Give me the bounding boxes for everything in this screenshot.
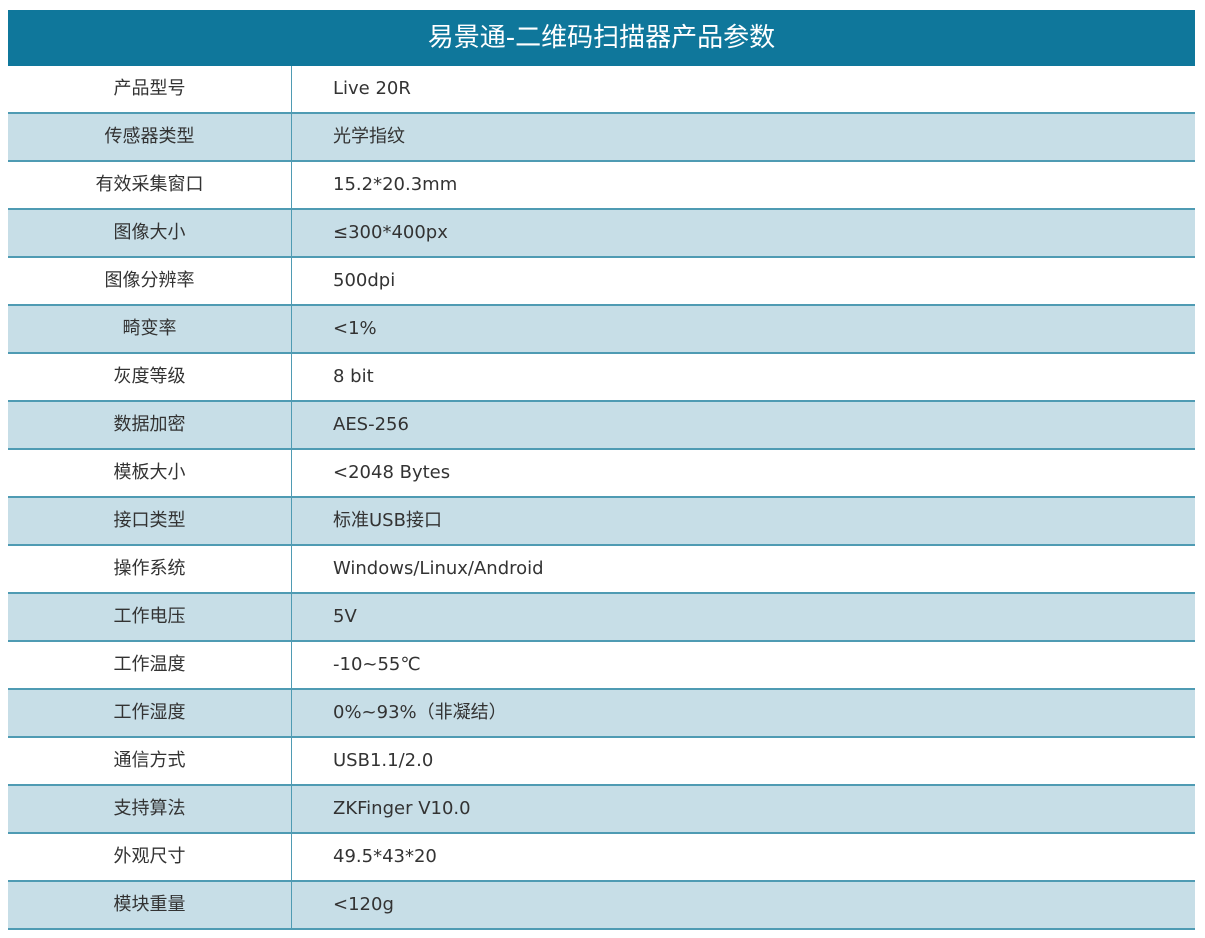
- param-value: ≤300*400px: [333, 222, 448, 243]
- table-row: 模块重量 <120g: [8, 882, 1195, 930]
- param-name: 产品型号: [8, 66, 292, 112]
- table-row: 工作湿度 0%~93%（非凝结）: [8, 690, 1195, 738]
- table-body: 产品型号 Live 20R 传感器类型 光学指纹有效采集窗口 15.2*20.3mm 图像…: [8, 66, 1195, 930]
- param-value: ZKFinger V10.0: [333, 798, 471, 819]
- table-row: 外观尺寸 49.5*43*20: [8, 834, 1195, 882]
- table-row: 模板大小 <2048 Bytes: [8, 450, 1195, 498]
- param-name: 传感器类型: [8, 114, 292, 160]
- param-name: 数据加密: [8, 402, 292, 448]
- param-name: 工作电压: [8, 594, 292, 640]
- param-value: Windows/Linux/Android: [333, 558, 544, 579]
- param-name: 工作温度: [8, 642, 292, 688]
- param-name: 外观尺寸: [8, 834, 292, 880]
- param-name: 灰度等级: [8, 354, 292, 400]
- param-name: 模块重量: [8, 882, 292, 928]
- param-value: <2048 Bytes: [333, 462, 451, 483]
- table-row: 产品型号 Live 20R: [8, 66, 1195, 114]
- param-value: 标准USB接口: [333, 510, 442, 531]
- table-row: 工作温度 -10~55℃: [8, 642, 1195, 690]
- param-name: 图像大小: [8, 210, 292, 256]
- param-name: 有效采集窗口: [8, 162, 292, 208]
- table-title: 易景通-二维码扫描器产品参数: [8, 10, 1195, 66]
- table-row: 工作电压 5V: [8, 594, 1195, 642]
- table-row: 传感器类型 光学指纹: [8, 114, 1195, 162]
- param-name: 支持算法: [8, 786, 292, 832]
- table-row: 图像分辨率 500dpi: [8, 258, 1195, 306]
- param-value: <120g: [333, 894, 394, 915]
- param-value: 光学指纹: [333, 126, 405, 147]
- param-value: AES-256: [333, 414, 409, 435]
- param-name: 通信方式: [8, 738, 292, 784]
- param-name: 图像分辨率: [8, 258, 292, 304]
- table-row: 畸变率 <1%: [8, 306, 1195, 354]
- table-row: 操作系统 Windows/Linux/Android: [8, 546, 1195, 594]
- param-value: 500dpi: [333, 270, 396, 291]
- param-value: 8 bit: [333, 366, 374, 387]
- param-value: USB1.1/2.0: [333, 750, 434, 771]
- table-row: 灰度等级 8 bit: [8, 354, 1195, 402]
- param-value: 15.2*20.3mm: [333, 174, 458, 195]
- param-value: -10~55℃: [333, 654, 421, 675]
- param-value: Live 20R: [333, 78, 411, 99]
- table-row: 有效采集窗口 15.2*20.3mm: [8, 162, 1195, 210]
- param-value: <1%: [333, 318, 377, 339]
- table-row: 支持算法 ZKFinger V10.0: [8, 786, 1195, 834]
- table-row: 通信方式 USB1.1/2.0: [8, 738, 1195, 786]
- param-name: 模板大小: [8, 450, 292, 496]
- param-name: 接口类型: [8, 498, 292, 544]
- param-value: 5V: [333, 606, 357, 627]
- param-value: 49.5*43*20: [333, 846, 437, 867]
- param-name: 畸变率: [8, 306, 292, 352]
- table-row: 图像大小 ≤300*400px: [8, 210, 1195, 258]
- param-name: 操作系统: [8, 546, 292, 592]
- table-row: 接口类型 标准USB接口: [8, 498, 1195, 546]
- table-row: 数据加密 AES-256: [8, 402, 1195, 450]
- param-name: 工作湿度: [8, 690, 292, 736]
- param-value: 0%~93%（非凝结）: [333, 702, 507, 723]
